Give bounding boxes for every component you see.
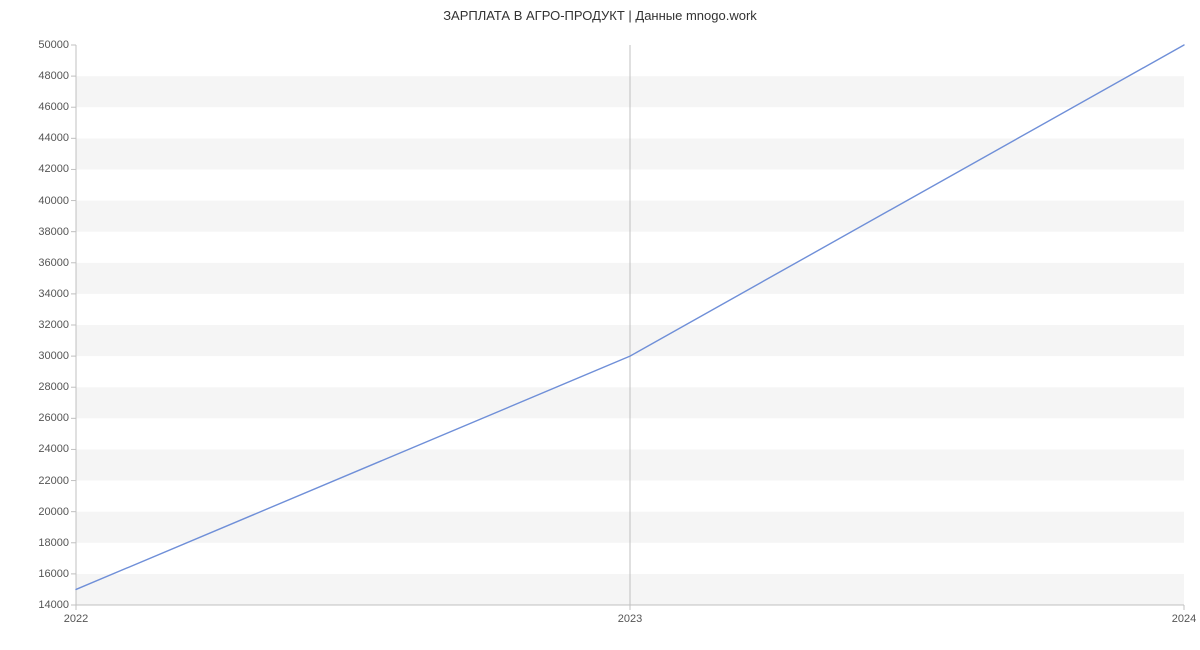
y-tick-label: 36000 xyxy=(31,257,69,269)
y-tick-label: 42000 xyxy=(31,163,69,175)
y-tick-label: 20000 xyxy=(31,506,69,518)
y-tick-label: 14000 xyxy=(31,599,69,611)
y-tick-label: 16000 xyxy=(31,568,69,580)
y-tick-label: 50000 xyxy=(31,39,69,51)
y-tick-label: 34000 xyxy=(31,288,69,300)
y-tick-label: 24000 xyxy=(31,443,69,455)
y-tick-label: 38000 xyxy=(31,226,69,238)
y-tick-label: 22000 xyxy=(31,475,69,487)
x-tick-label: 2024 xyxy=(1172,613,1196,625)
y-tick-label: 18000 xyxy=(31,537,69,549)
x-tick-label: 2022 xyxy=(64,613,88,625)
y-tick-label: 46000 xyxy=(31,101,69,113)
y-tick-label: 30000 xyxy=(31,350,69,362)
chart-plot-area xyxy=(0,0,1200,650)
y-tick-label: 40000 xyxy=(31,195,69,207)
y-tick-label: 32000 xyxy=(31,319,69,331)
y-tick-label: 48000 xyxy=(31,70,69,82)
y-tick-label: 44000 xyxy=(31,132,69,144)
salary-chart: ЗАРПЛАТА В АГРО-ПРОДУКТ | Данные mnogo.w… xyxy=(0,0,1200,650)
y-tick-label: 26000 xyxy=(31,412,69,424)
y-tick-label: 28000 xyxy=(31,381,69,393)
x-tick-label: 2023 xyxy=(618,613,642,625)
